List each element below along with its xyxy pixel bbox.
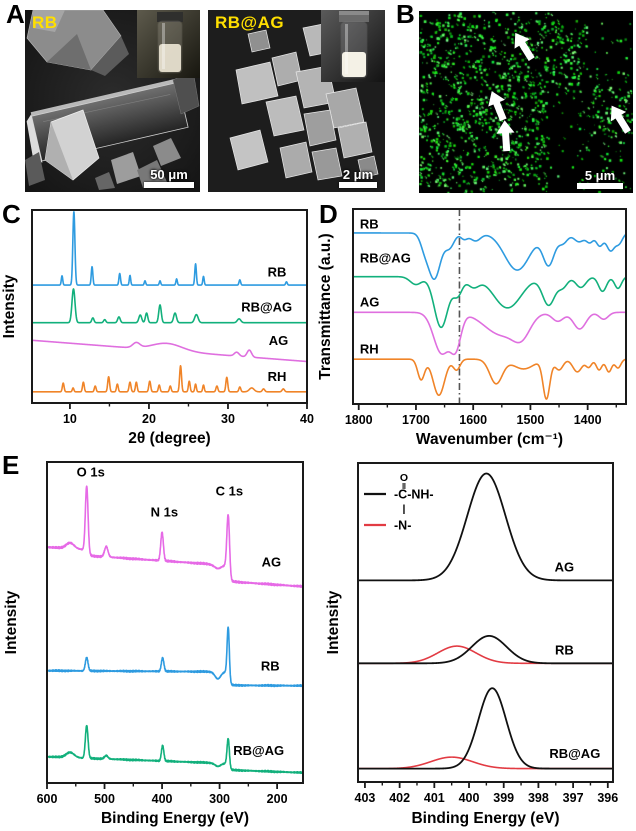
svg-text:RB@AG: RB@AG	[360, 251, 411, 266]
svg-text:Wavenumber (cm⁻¹): Wavenumber (cm⁻¹)	[416, 431, 563, 448]
svg-text:40: 40	[300, 412, 314, 426]
svg-text:RB: RB	[261, 659, 280, 674]
panel-letter-c: C	[2, 199, 21, 229]
svg-text:-N-: -N-	[394, 519, 411, 533]
arrow-icon	[488, 91, 507, 122]
svg-text:|: |	[403, 503, 406, 515]
svg-text:AG: AG	[262, 554, 282, 569]
arrow-overlay	[488, 32, 631, 152]
inset-vial-rbag	[321, 10, 385, 82]
svg-text:Intensity: Intensity	[326, 590, 342, 654]
svg-text:1700: 1700	[402, 413, 430, 427]
svg-text:600: 600	[37, 792, 58, 806]
arrow-icon	[514, 32, 535, 61]
svg-text:RB: RB	[268, 265, 287, 280]
svg-text:RB@AG: RB@AG	[233, 743, 284, 758]
svg-text:396: 396	[597, 791, 618, 805]
svg-text:Binding Energy (eV): Binding Energy (eV)	[411, 810, 559, 827]
panel-letter-d: D	[319, 199, 338, 229]
chart-xps-n1s: AG RB RB@AG 403 402 401 400 399 398 397 396 Binding…	[326, 462, 618, 827]
chart-xps-survey: AG RB RB@AG 600 500 400 300 200 Binding Energy (…	[3, 461, 304, 827]
crystal-bright-left	[44, 109, 100, 181]
sem-image-rb: RB 50 μm	[25, 10, 200, 192]
svg-text:500: 500	[94, 792, 115, 806]
svg-text:O 1s: O 1s	[77, 464, 105, 479]
svg-text:398: 398	[528, 791, 549, 805]
svg-text:N 1s: N 1s	[151, 505, 178, 520]
inset-vial-rb	[137, 10, 200, 78]
sem-label-rb: RB	[32, 13, 58, 32]
arrow-icon	[496, 120, 515, 152]
svg-text:-C-NH-: -C-NH-	[394, 488, 434, 502]
scalebar-2um: 2 μm	[339, 167, 377, 188]
panel-letter-a: A	[6, 0, 25, 29]
svg-text:30: 30	[221, 412, 235, 426]
sem-label-rbag: RB@AG	[215, 13, 285, 32]
svg-text:400: 400	[152, 792, 173, 806]
svg-text:Intensity: Intensity	[3, 590, 20, 654]
chart-ftir: RB RB@AG AG RH 1800 1700 1600 1500 1400 Wavenumbe…	[317, 208, 627, 448]
svg-text:399: 399	[493, 791, 514, 805]
crystal-chunk-topleft	[26, 10, 129, 76]
svg-text:Binding Energy (eV): Binding Energy (eV)	[101, 810, 249, 827]
scalebar-50um: 50 μm	[144, 167, 194, 188]
svg-text:Intensity: Intensity	[1, 274, 18, 338]
crystal-shards-bottom	[25, 69, 200, 190]
svg-text:402: 402	[389, 791, 410, 805]
svg-text:300: 300	[209, 792, 230, 806]
svg-text:C 1s: C 1s	[216, 484, 243, 499]
svg-text:O: O	[400, 472, 408, 484]
svg-text:1600: 1600	[459, 413, 487, 427]
svg-text:1500: 1500	[517, 413, 545, 427]
svg-text:20: 20	[142, 412, 156, 426]
svg-text:401: 401	[424, 791, 445, 805]
svg-text:Transmittance (a.u.): Transmittance (a.u.)	[317, 233, 334, 379]
svg-text:397: 397	[563, 791, 584, 805]
fluorescence-image: 5 μm	[419, 11, 633, 193]
svg-text:1800: 1800	[345, 413, 373, 427]
svg-text:AG: AG	[269, 333, 289, 348]
arrow-icon	[610, 105, 631, 134]
svg-text:403: 403	[355, 791, 376, 805]
scalebar-5um: 5 μm	[577, 168, 623, 189]
svg-text:200: 200	[267, 792, 288, 806]
chart-xrd: RB RB@AG AG RH 10 20 30 40 2θ (degree) Intensity	[1, 209, 314, 447]
svg-text:1400: 1400	[574, 413, 602, 427]
panel-letter-b: B	[396, 0, 415, 29]
svg-text:2θ (degree): 2θ (degree)	[128, 430, 210, 447]
svg-text:RB: RB	[555, 642, 574, 657]
svg-text:RB: RB	[360, 217, 379, 232]
sem-rb-art	[25, 10, 200, 192]
svg-text:AG: AG	[555, 559, 575, 574]
panel-letter-e: E	[2, 450, 20, 480]
svg-text:AG: AG	[360, 295, 380, 310]
svg-text:RB@AG: RB@AG	[241, 299, 292, 314]
svg-text:400: 400	[459, 791, 480, 805]
svg-text:RH: RH	[360, 341, 379, 356]
sem-image-rbag: RB@AG 2 μm	[208, 10, 385, 192]
svg-text:RB@AG: RB@AG	[549, 746, 600, 761]
svg-text:‖: ‖	[402, 481, 406, 491]
svg-text:RH: RH	[268, 369, 287, 384]
svg-text:10: 10	[63, 412, 77, 426]
